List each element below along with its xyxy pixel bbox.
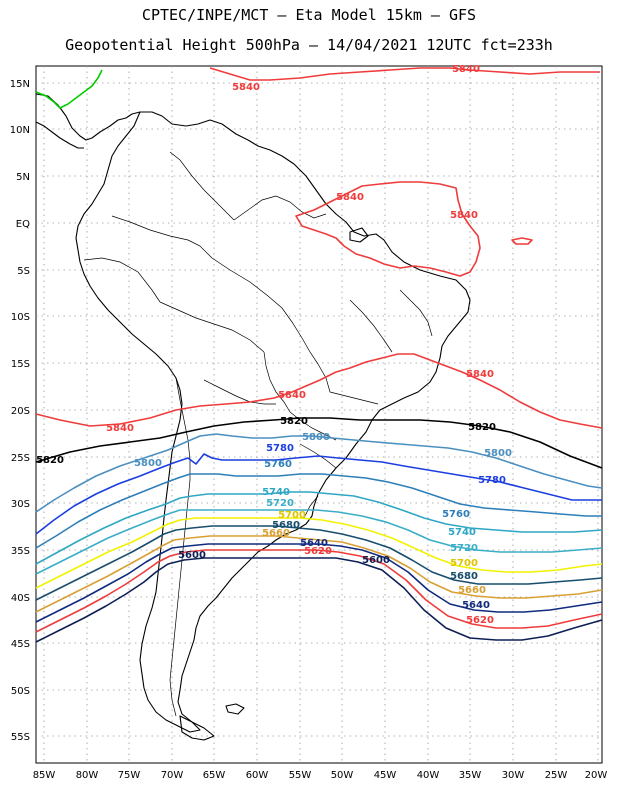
map-frame bbox=[35, 65, 603, 764]
contour-label-5760: 5760 bbox=[264, 459, 292, 470]
contour-label-5720: 5720 bbox=[450, 543, 478, 554]
contour-label-5780: 5780 bbox=[478, 475, 506, 486]
contour-label-5760: 5760 bbox=[442, 509, 470, 520]
contour-5840-south bbox=[35, 353, 603, 429]
contour-label-5740: 5740 bbox=[262, 487, 290, 498]
lat-label: 5S bbox=[17, 266, 30, 277]
lat-label: 15S bbox=[11, 359, 30, 370]
contour-label-5820: 5820 bbox=[36, 455, 64, 466]
contour-5800 bbox=[35, 433, 603, 513]
lon-label: 30W bbox=[502, 770, 525, 781]
contour-label-5620: 5620 bbox=[304, 546, 332, 557]
contour-5820 bbox=[35, 417, 603, 469]
lat-label: 5N bbox=[16, 172, 30, 183]
lon-label: 20W bbox=[585, 770, 608, 781]
lat-label: 25S bbox=[11, 453, 30, 464]
lat-label: 20S bbox=[11, 406, 30, 417]
latitude-labels: 15N 10N 5N EQ 5S 10S 15S 20S 25S 30S 35S… bbox=[10, 79, 30, 743]
contour-label-5820: 5820 bbox=[280, 416, 308, 427]
longitude-labels: 85W 80W 75W 70W 65W 60W 55W 50W 45W 40W … bbox=[33, 770, 608, 781]
lon-label: 85W bbox=[33, 770, 56, 781]
lon-label: 50W bbox=[331, 770, 354, 781]
green-border-line bbox=[35, 69, 103, 109]
height-contours bbox=[35, 67, 603, 643]
contour-label-5640: 5640 bbox=[462, 600, 490, 611]
lat-label: 50S bbox=[11, 686, 30, 697]
contour-5720 bbox=[35, 509, 603, 575]
contour-label-5660: 5660 bbox=[458, 585, 486, 596]
south-america-coast bbox=[75, 111, 471, 733]
contour-label-5640: 5640 bbox=[300, 538, 328, 549]
contour-label-5700: 5700 bbox=[278, 510, 306, 521]
contour-5660 bbox=[35, 535, 603, 613]
contour-label-5700: 5700 bbox=[450, 558, 478, 569]
lat-label: 40S bbox=[11, 593, 30, 604]
contour-label-5680: 5680 bbox=[450, 571, 478, 582]
contour-5840-small bbox=[511, 237, 533, 245]
contour-label-5720: 5720 bbox=[266, 498, 294, 509]
lon-label: 45W bbox=[374, 770, 397, 781]
lon-label: 60W bbox=[246, 770, 269, 781]
lon-label: 80W bbox=[76, 770, 99, 781]
lon-label: 75W bbox=[118, 770, 141, 781]
falklands bbox=[225, 703, 245, 715]
marajo-island bbox=[349, 227, 369, 243]
contour-5780 bbox=[35, 453, 602, 535]
lat-label: 55S bbox=[11, 732, 30, 743]
lat-label: 10S bbox=[11, 312, 30, 323]
country-borders bbox=[83, 151, 433, 717]
contour-label-5780: 5780 bbox=[266, 443, 294, 454]
lon-label: 70W bbox=[161, 770, 184, 781]
contour-5760 bbox=[35, 473, 602, 549]
contour-label-5800: 5800 bbox=[302, 432, 330, 443]
contour-label-5620: 5620 bbox=[466, 615, 494, 626]
contour-label-5840: 5840 bbox=[106, 423, 134, 434]
lon-label: 55W bbox=[289, 770, 312, 781]
contour-label-5680: 5680 bbox=[272, 520, 300, 531]
contour-label-5840: 5840 bbox=[278, 390, 306, 401]
central-america-pacific bbox=[35, 121, 84, 149]
contour-label-5840: 5840 bbox=[466, 369, 494, 380]
title-line-2: Geopotential Height 500hPa – 14/04/2021 … bbox=[65, 36, 553, 54]
contour-5840-north-loop bbox=[295, 181, 481, 277]
contour-label-5660: 5660 bbox=[262, 528, 290, 539]
contour-5680 bbox=[35, 525, 603, 601]
lat-label: EQ bbox=[16, 219, 30, 230]
contour-5700 bbox=[35, 517, 603, 589]
contour-labels: 5840 5840 5840 5840 5840 5840 5840 5820 … bbox=[36, 64, 512, 626]
lat-label: 10N bbox=[10, 125, 30, 136]
contour-5840-top bbox=[209, 67, 600, 81]
lat-label: 30S bbox=[11, 499, 30, 510]
contour-label-5820: 5820 bbox=[468, 422, 496, 433]
lon-label: 65W bbox=[203, 770, 226, 781]
contour-5740 bbox=[35, 491, 603, 565]
contour-label-5600: 5600 bbox=[362, 555, 390, 566]
contour-label-5840: 5840 bbox=[232, 82, 260, 93]
contour-label-5840: 5840 bbox=[450, 210, 478, 221]
contour-label-5840: 5840 bbox=[336, 192, 364, 203]
contour-label-5800: 5800 bbox=[484, 448, 512, 459]
title-line-1: CPTEC/INPE/MCT – Eta Model 15km – GFS bbox=[142, 6, 476, 24]
lat-label: 35S bbox=[11, 546, 30, 557]
contour-label-5840: 5840 bbox=[452, 64, 480, 75]
lon-label: 25W bbox=[545, 770, 568, 781]
tierra-del-fuego bbox=[179, 715, 215, 741]
lat-label: 15N bbox=[10, 79, 30, 90]
contour-5620 bbox=[35, 549, 603, 633]
contour-label-5800: 5800 bbox=[134, 458, 162, 469]
contour-5600 bbox=[35, 557, 603, 643]
graticule bbox=[36, 66, 602, 763]
lon-label: 40W bbox=[417, 770, 440, 781]
contour-label-5600: 5600 bbox=[178, 550, 206, 561]
contour-5640 bbox=[35, 543, 603, 623]
lon-label: 35W bbox=[459, 770, 482, 781]
lat-label: 45S bbox=[11, 639, 30, 650]
contour-label-5740: 5740 bbox=[448, 527, 476, 538]
